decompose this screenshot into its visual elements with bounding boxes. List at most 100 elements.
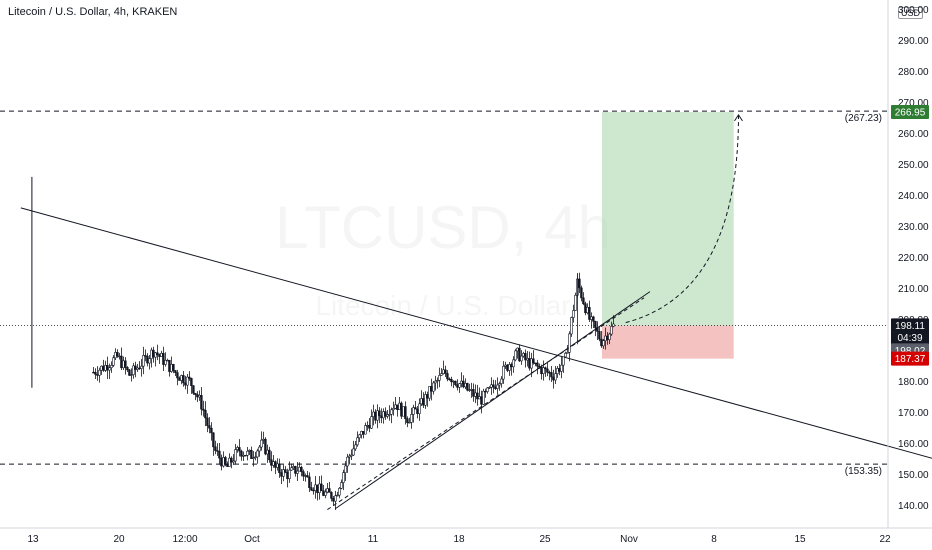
candle-body [170,364,173,372]
candle-body [482,390,485,405]
candle [186,373,189,394]
candle [156,344,159,361]
trendline-parallel[interactable] [327,297,645,511]
candle [110,361,113,373]
price-tick-label: 140.00 [898,501,929,512]
candle [442,360,445,375]
time-axis[interactable]: 13 20 12:00 Oct 11 18 25 Nov 8 15 22 [27,534,891,545]
candle [114,348,117,360]
price-tick-label: 160.00 [898,439,929,450]
candle-body [334,495,337,502]
candle-body [184,382,187,386]
candle-body [310,487,313,491]
price-axis[interactable]: 140.00150.00160.00170.00180.00190.00200.… [898,5,929,512]
projection-path[interactable] [625,114,739,324]
candle [338,486,341,499]
currency-badge[interactable]: USD [898,7,924,19]
candle [572,304,575,323]
candle [172,363,175,374]
candle [370,409,373,430]
candle-body [120,355,123,369]
candle [580,285,583,302]
candle-body [286,472,289,480]
candle [284,466,287,474]
candle-body [256,450,259,458]
candle-body [546,368,549,373]
candle [470,382,473,398]
price-tick-label: 260.00 [898,129,929,140]
candle-body [552,376,555,381]
candle [346,453,349,473]
candle-body [198,395,201,398]
candle [252,450,255,467]
candle [500,376,503,388]
candle-body [196,394,199,398]
candle [294,465,297,477]
candle [590,312,593,329]
candle [92,366,95,374]
candle [566,344,569,354]
candle-body [426,394,429,399]
candle-body [320,483,323,492]
candle-body [366,425,369,427]
projection-arrow[interactable] [625,113,743,324]
candle [594,320,597,337]
candle [132,362,135,379]
candle-body [464,383,467,388]
loss-zone[interactable] [602,325,734,359]
candle [266,444,269,463]
candle [244,454,247,457]
candle [450,376,453,387]
candle [378,407,381,424]
time-tick-label: 13 [27,534,39,545]
horizontal-levels[interactable]: (267.23) (153.35) [0,110,888,477]
candle-body [388,414,391,416]
current-price-label: 198.11 [895,321,925,332]
candle [432,380,435,395]
candle-body [314,484,317,491]
price-tick-label: 180.00 [898,377,929,388]
candle [588,300,591,323]
candle [574,292,577,311]
candle [190,377,193,394]
candle-body [480,396,483,405]
candle [418,398,421,421]
position-zones[interactable] [602,111,734,359]
candle [160,350,163,357]
candle-body [210,427,213,434]
trendline-1[interactable] [335,291,651,510]
candle-body [264,438,267,455]
candle-body [104,365,107,371]
candle-body [528,358,531,369]
candle [502,361,505,384]
candle-body [472,389,475,397]
candle [102,359,105,372]
profit-zone[interactable] [602,111,734,326]
candle [434,375,437,391]
candle [144,349,147,362]
candle-body [224,457,227,465]
candle-body [230,457,233,463]
candle [354,440,357,452]
watermark-ticker: LTCUSD, 4h [275,194,611,261]
candle-body [146,355,149,364]
candle-body [142,355,145,367]
candle [436,377,439,389]
candle-body [244,454,247,457]
candle [518,344,521,362]
candle-body [612,323,615,327]
candle-body [238,447,241,452]
candle [182,371,185,387]
candle [542,360,545,381]
candle-body [498,383,501,386]
candle [512,356,515,373]
candle-body [124,360,127,368]
candle [136,363,139,372]
symbol-title[interactable]: Litecoin / U.S. Dollar, 4h, KRAKEN [8,6,178,18]
candle [414,401,417,410]
trendline-0[interactable] [20,207,932,484]
candle [152,346,155,363]
projection-arrowhead[interactable] [734,113,743,122]
candle-body [138,367,141,370]
